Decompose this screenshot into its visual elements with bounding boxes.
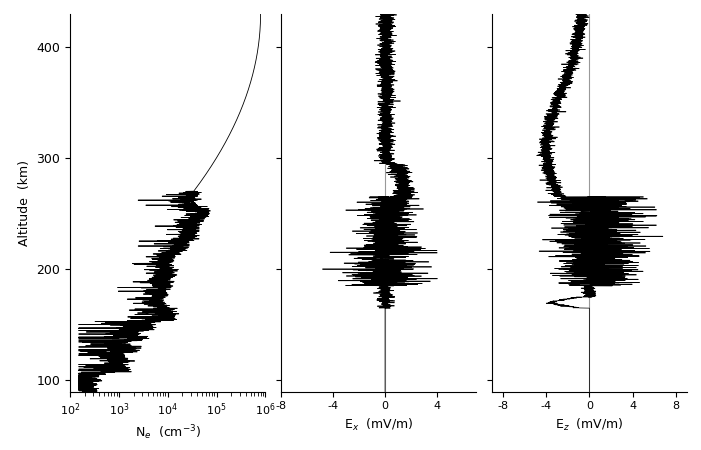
X-axis label: E$_x$  (mV/m): E$_x$ (mV/m)	[344, 417, 413, 433]
X-axis label: E$_z$  (mV/m): E$_z$ (mV/m)	[555, 417, 624, 433]
X-axis label: N$_e$  (cm$^{-3}$): N$_e$ (cm$^{-3}$)	[135, 423, 201, 442]
Y-axis label: Altitude  (km): Altitude (km)	[18, 159, 31, 246]
